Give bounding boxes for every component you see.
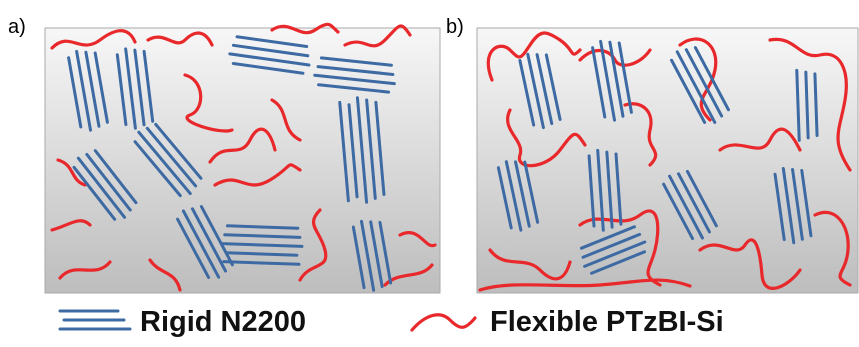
figure: a) b) Rigid N2200 Flexi: [0, 0, 859, 347]
panel-b-background: [477, 28, 858, 293]
page: a) b) Rigid N2200 Flexi: [0, 0, 859, 347]
legend-flexible-icon: [412, 315, 475, 330]
legend-label: Flexible PTzBI-Si: [490, 306, 724, 338]
panel-label: a): [8, 16, 26, 38]
legend-label: Rigid N2200: [140, 306, 306, 338]
panel-label: b): [446, 16, 464, 38]
